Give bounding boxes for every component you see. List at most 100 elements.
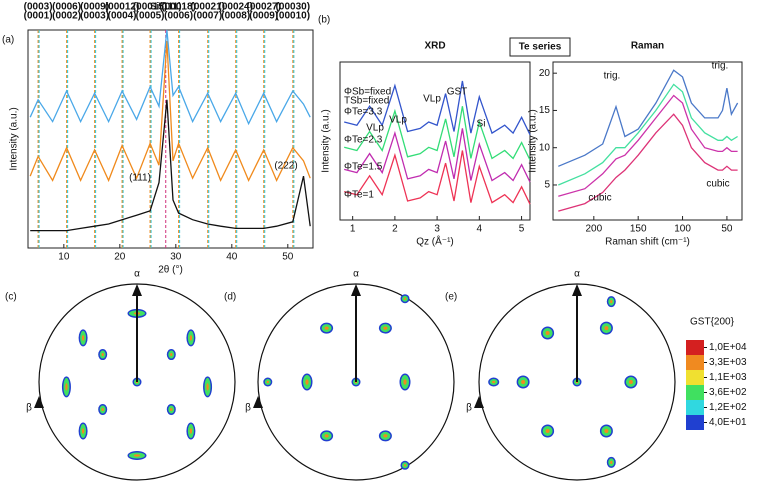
series-label: ΦTe=1.5 bbox=[344, 162, 383, 173]
series-line bbox=[558, 113, 738, 212]
x-tick-label: 50 bbox=[721, 224, 733, 235]
series-line bbox=[558, 69, 739, 167]
x-tick-label: 20 bbox=[114, 252, 126, 263]
annotation: ΦSb=fixed bbox=[344, 87, 391, 98]
reflection-label: (0005) bbox=[136, 11, 165, 22]
series-line bbox=[558, 83, 738, 186]
reflection-label: (00030) bbox=[276, 2, 310, 13]
reflection-label: (0003) bbox=[80, 11, 109, 22]
pole-spot bbox=[189, 335, 193, 341]
pole-spot bbox=[206, 383, 209, 391]
arrow-head bbox=[474, 396, 484, 408]
pole-spot bbox=[170, 352, 173, 357]
series-line bbox=[558, 94, 738, 197]
arrow-head bbox=[34, 396, 44, 408]
alpha-label: α bbox=[134, 269, 140, 280]
pole-spot bbox=[628, 380, 633, 384]
colorbar-tick-label: 1,1E+03 bbox=[709, 372, 747, 383]
x-tick-label: 200 bbox=[585, 224, 602, 235]
colorbar-tick-label: 1,2E+02 bbox=[709, 402, 747, 413]
reflection-label: (0008) bbox=[221, 11, 250, 22]
y-axis-label: Intensity (a.u.) bbox=[528, 109, 539, 172]
annotation: trig. bbox=[604, 71, 621, 82]
reflection-label: (00021) bbox=[191, 2, 225, 13]
pole-spot bbox=[101, 352, 104, 357]
x-tick-label: 3 bbox=[434, 224, 440, 235]
reflection-label: (00024) bbox=[218, 2, 252, 13]
annotation: TSb=fixed bbox=[344, 96, 389, 107]
pole-spot bbox=[81, 428, 85, 434]
reflection-label: (0007) bbox=[193, 11, 222, 22]
colorbar-band bbox=[686, 355, 704, 370]
arrow-head bbox=[253, 396, 263, 408]
reflection-label: (00012) bbox=[105, 2, 139, 13]
x-tick-label: 150 bbox=[630, 224, 647, 235]
header-box bbox=[509, 37, 571, 57]
reflection-label: (0006) bbox=[52, 2, 81, 13]
reflection-label: (0009) bbox=[249, 11, 278, 22]
pole-spot bbox=[133, 454, 141, 457]
colorbar-band bbox=[686, 340, 704, 355]
reflection-label: (0004) bbox=[108, 11, 137, 22]
arrow-head bbox=[132, 284, 142, 296]
header: Te series bbox=[519, 42, 562, 53]
reflection-label: (0001) bbox=[24, 11, 53, 22]
reflection-label: Si(111) bbox=[150, 2, 182, 13]
pole-spot bbox=[266, 380, 269, 384]
annotation: VLp bbox=[389, 115, 407, 126]
colorbar-band bbox=[686, 385, 704, 400]
plot-frame bbox=[339, 61, 531, 221]
annotation: (222) bbox=[274, 161, 297, 172]
beta-label: β bbox=[466, 403, 472, 414]
pole-spot bbox=[545, 331, 550, 335]
pole-spot bbox=[604, 326, 609, 331]
x-tick-label: 5 bbox=[519, 224, 525, 235]
colorbar-tick-label: 3,6E+02 bbox=[709, 387, 747, 398]
pole-spot bbox=[604, 429, 609, 433]
series-line bbox=[344, 128, 531, 183]
colorbar-tick-label: 3,3E+03 bbox=[709, 357, 747, 368]
series-line bbox=[344, 150, 531, 205]
x-tick-label: 50 bbox=[282, 252, 294, 263]
y-axis-label: Intensity (a.u.) bbox=[321, 109, 332, 172]
arrow-head bbox=[351, 284, 361, 296]
x-tick-label: 2 bbox=[392, 224, 398, 235]
reflection-label: (00010) bbox=[276, 11, 310, 22]
pole-spot bbox=[170, 407, 173, 412]
y-tick-label: 5 bbox=[544, 180, 550, 191]
pole-spot bbox=[610, 300, 613, 304]
series-line bbox=[30, 99, 311, 232]
x-tick-label: 100 bbox=[674, 224, 691, 235]
reflection-label: (00018) bbox=[161, 2, 195, 13]
pole-spot bbox=[324, 326, 329, 330]
reflection-label: (00027) bbox=[246, 2, 280, 13]
y-tick-label: 10 bbox=[539, 142, 551, 153]
reflection-label: (0002) bbox=[52, 11, 81, 22]
reflection-label: (0006) bbox=[164, 11, 193, 22]
chart-title: XRD bbox=[424, 41, 445, 52]
pole-spot bbox=[610, 460, 613, 464]
pole-spot bbox=[189, 428, 193, 434]
alpha-label: α bbox=[353, 269, 359, 280]
colorbar-title: GST{200} bbox=[690, 317, 735, 328]
x-axis-label: Raman shift (cm⁻¹) bbox=[605, 237, 690, 248]
annotation: VLp bbox=[423, 94, 441, 105]
panel-label: (c) bbox=[5, 292, 17, 303]
beta-label: β bbox=[245, 403, 251, 414]
arrow-head bbox=[572, 284, 582, 296]
reflection-label: (0003) bbox=[24, 2, 53, 13]
pole-spot bbox=[403, 379, 407, 385]
y-axis-label: Intensity (a.u.) bbox=[9, 107, 20, 170]
pole-spot bbox=[383, 326, 388, 330]
pole-spot bbox=[403, 297, 407, 300]
alpha-label: α bbox=[574, 269, 580, 280]
series-label: ΦTe=3.3 bbox=[344, 107, 383, 118]
series-line bbox=[29, 29, 311, 126]
reflection-label: (0009) bbox=[80, 2, 109, 13]
pole-spot bbox=[305, 379, 309, 385]
pole-spot bbox=[383, 434, 388, 438]
colorbar-tick-label: 1,0E+04 bbox=[709, 342, 747, 353]
annotation: cubic bbox=[706, 179, 729, 190]
annotation: trig. bbox=[712, 61, 729, 72]
